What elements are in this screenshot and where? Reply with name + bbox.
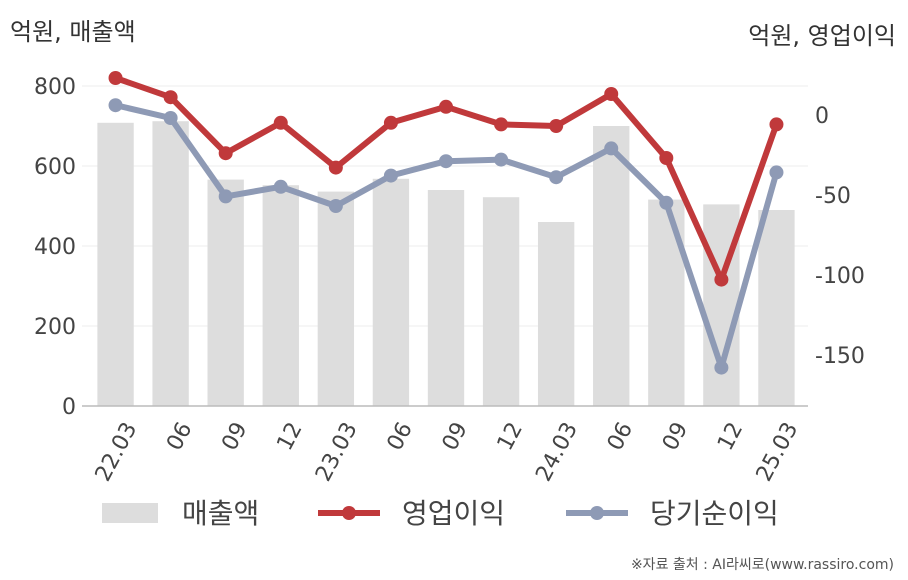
left-axis-unit-label: 억원, 매출액	[10, 18, 136, 46]
x-tick-label: 23.03	[311, 418, 363, 485]
x-tick-label: 06	[162, 418, 197, 454]
point-net-income	[328, 199, 343, 213]
point-net-income	[604, 141, 619, 156]
point-net-income	[163, 111, 178, 125]
bar-sales	[97, 122, 134, 407]
right-tick-label: -50	[815, 184, 851, 209]
legend-label-net-income: 당기순이익	[650, 497, 779, 530]
point-net-income	[383, 168, 398, 183]
point-operating-profit	[328, 160, 343, 175]
point-operating-profit	[163, 90, 178, 105]
point-net-income	[108, 98, 123, 113]
x-tick-label: 09	[438, 418, 473, 454]
point-operating-profit	[108, 71, 123, 85]
x-tick-label: 06	[383, 418, 418, 454]
point-net-income	[494, 152, 509, 167]
right-tick-label: 0	[815, 104, 829, 129]
legend-label-operating-profit: 영업이익	[402, 497, 505, 530]
point-operating-profit	[604, 87, 619, 101]
point-operating-profit	[494, 117, 509, 132]
bar-sales	[703, 204, 740, 406]
point-net-income	[439, 154, 453, 169]
point-net-income	[273, 179, 288, 194]
x-tick-label: 12	[272, 418, 307, 454]
point-operating-profit	[714, 272, 729, 287]
bar-sales	[758, 210, 795, 406]
x-tick-label: 12	[493, 418, 528, 454]
right-tick-label: -150	[815, 344, 865, 369]
x-tick-label: 12	[713, 418, 748, 454]
bar-sales	[207, 179, 244, 406]
point-operating-profit	[659, 151, 674, 165]
source-credit: ※자료 출처 : AI라씨로(www.rassiro.com)	[630, 557, 894, 573]
bar-sales	[648, 199, 685, 406]
point-operating-profit	[218, 146, 233, 161]
right-tick-label: -100	[815, 264, 865, 289]
bar-sales	[537, 222, 575, 406]
point-operating-profit	[383, 115, 398, 130]
left-tick-label: 400	[34, 235, 76, 260]
point-net-income	[218, 189, 233, 204]
bar-sales	[152, 121, 189, 406]
x-tick-label: 09	[658, 418, 693, 454]
x-tick-label: 22.03	[91, 418, 143, 485]
point-net-income	[769, 165, 784, 180]
bar-sales	[317, 191, 355, 406]
point-operating-profit	[439, 99, 453, 114]
legend-marker-net-income	[590, 506, 604, 520]
bar-sales	[427, 190, 465, 406]
bar-sales	[593, 126, 630, 406]
left-tick-label: 200	[34, 315, 76, 340]
left-tick-label: 800	[34, 75, 76, 100]
legend-swatch-sales	[102, 503, 158, 523]
x-tick-label: 09	[217, 418, 252, 454]
point-net-income	[659, 195, 674, 210]
bar-sales	[262, 185, 299, 406]
bar-sales	[372, 178, 410, 406]
point-net-income	[714, 360, 729, 375]
x-tick-label: 24.03	[531, 418, 583, 485]
point-operating-profit	[273, 115, 288, 130]
legend-marker-operating-profit	[342, 506, 356, 520]
x-tick-label: 06	[603, 418, 638, 454]
bar-sales	[482, 197, 520, 406]
right-axis-unit-label: 억원, 영업이익	[748, 22, 896, 50]
left-tick-label: 0	[62, 395, 76, 420]
point-net-income	[549, 170, 564, 185]
x-tick-label: 25.03	[752, 418, 804, 485]
point-operating-profit	[769, 117, 784, 132]
point-operating-profit	[549, 119, 564, 133]
left-tick-label: 600	[34, 155, 76, 180]
legend-label-sales: 매출액	[182, 497, 259, 530]
